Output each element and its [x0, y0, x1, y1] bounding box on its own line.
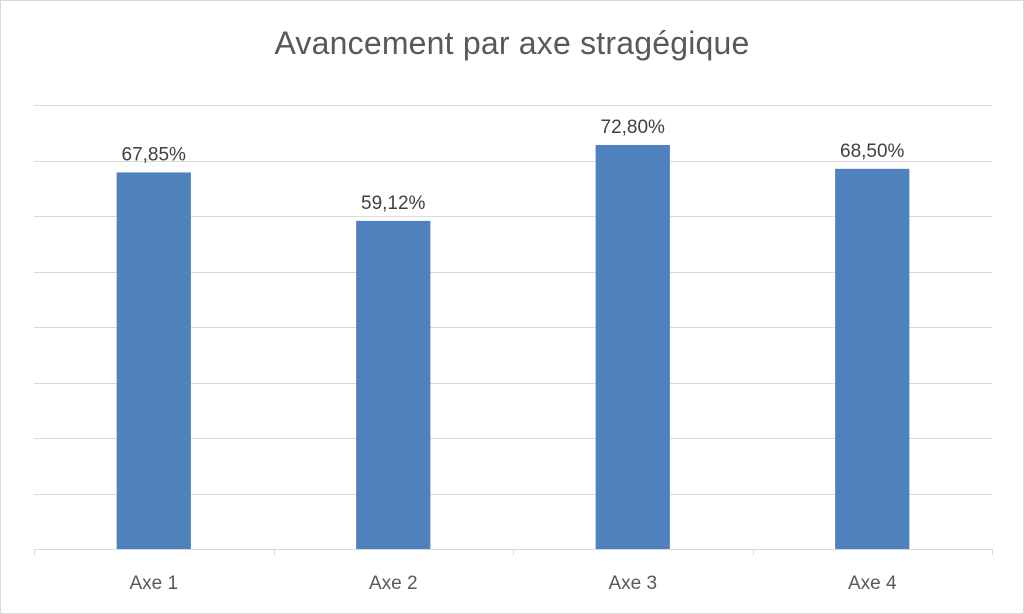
bar [835, 168, 910, 549]
bars [116, 144, 910, 549]
data-label: 68,50% [840, 141, 905, 162]
x-tick-label: Axe 1 [129, 573, 178, 594]
data-label: 59,12% [361, 193, 426, 214]
gridlines [34, 105, 992, 495]
x-tick-label: Axe 3 [608, 573, 657, 594]
data-labels: 67,85% 59,12% 72,80% 68,50% [122, 117, 905, 214]
bar [595, 144, 670, 549]
x-axis: Axe 1 Axe 2 Axe 3 Axe 4 [34, 549, 993, 594]
data-label: 67,85% [122, 144, 187, 165]
x-tick-label: Axe 2 [369, 573, 418, 594]
data-label: 72,80% [601, 117, 666, 138]
bar [116, 172, 191, 549]
bar [356, 220, 431, 549]
chart-title: Avancement par axe stragégique [274, 25, 750, 61]
x-tick-label: Axe 4 [848, 573, 897, 594]
